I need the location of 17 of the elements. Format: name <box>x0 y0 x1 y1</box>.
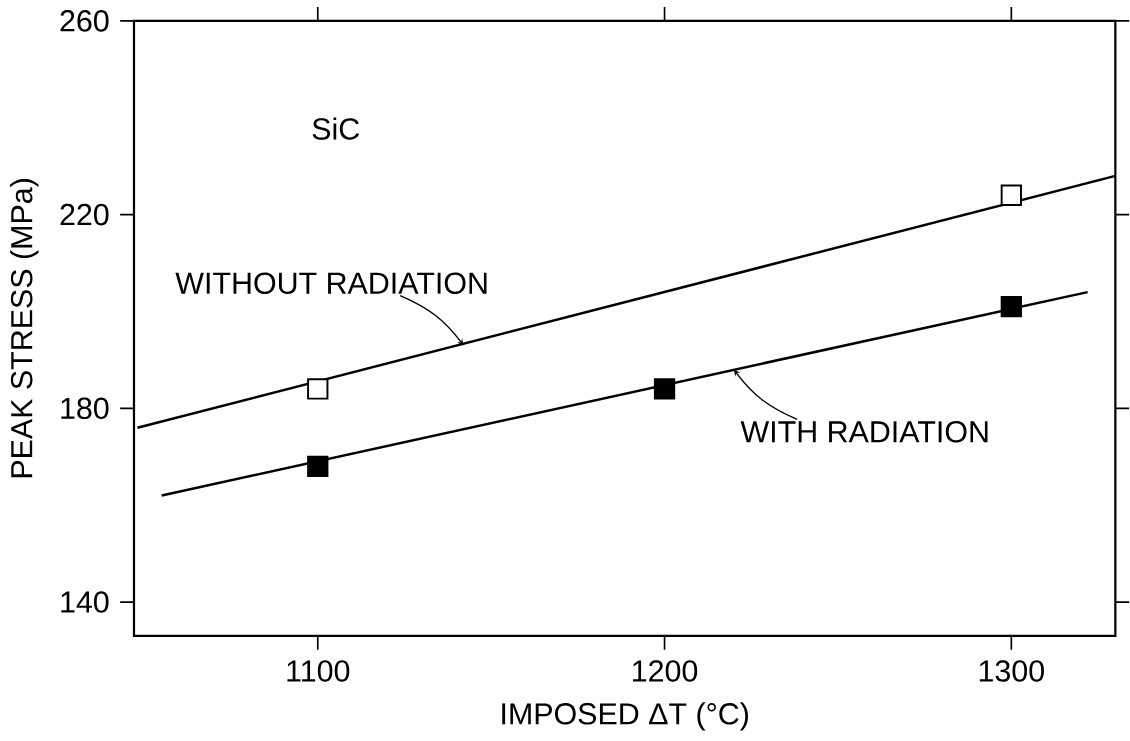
point <box>307 455 329 478</box>
x-tick-label: 1200 <box>633 660 698 682</box>
y-axis-title: PEAK STRESS (MPa) <box>10 179 39 478</box>
point <box>307 378 329 400</box>
point <box>1000 296 1022 318</box>
y-tick-label: 140 <box>61 591 109 613</box>
point <box>1000 184 1022 207</box>
x-tick-label: 1300 <box>979 660 1044 682</box>
y-tick-label: 220 <box>60 203 109 226</box>
point <box>653 378 676 400</box>
y-tick-label: 260 <box>60 10 109 32</box>
annotation: SiC <box>312 117 360 140</box>
y-tick-label: 180 <box>61 397 109 420</box>
x-axis-title: IMPOSED ΔT (°C) <box>502 702 748 731</box>
annotation: WITH RADIATION <box>740 421 988 443</box>
annotation: WITHOUT RADIATION <box>175 272 487 295</box>
x-tick-label: 1100 <box>287 660 350 682</box>
